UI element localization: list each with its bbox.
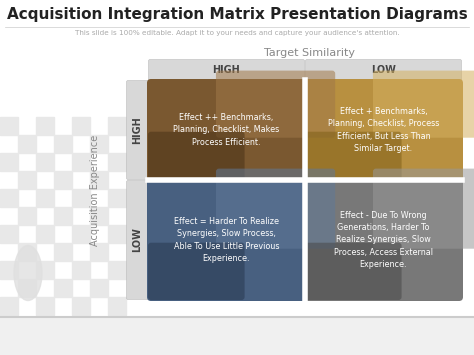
Bar [36,225,54,243]
Bar [0,189,18,207]
Bar [0,153,18,171]
FancyBboxPatch shape [127,180,148,300]
Bar [18,207,36,225]
Text: Acquisition Experience: Acquisition Experience [90,135,100,246]
Bar [108,261,126,279]
Bar [54,279,72,297]
Bar [18,279,36,297]
Bar [0,261,18,279]
Bar [54,207,72,225]
Bar [90,207,108,225]
Text: Effect ++ Benchmarks,
Planning, Checklist, Makes
Process Efficient.: Effect ++ Benchmarks, Planning, Checklis… [173,113,280,147]
Bar [108,189,126,207]
Bar [36,261,54,279]
Text: Target Similarity: Target Similarity [264,48,356,58]
Bar [72,261,90,279]
FancyBboxPatch shape [306,60,462,82]
FancyBboxPatch shape [148,132,245,180]
FancyBboxPatch shape [148,243,245,300]
Text: HIGH: HIGH [133,116,143,144]
Bar [72,297,90,315]
FancyBboxPatch shape [305,132,401,180]
Bar [36,189,54,207]
FancyBboxPatch shape [216,169,335,249]
Bar [72,189,90,207]
Text: Effect + Benchmarks,
Planning, Checklist, Process
Efficient, But Less Than
Simil: Effect + Benchmarks, Planning, Checklist… [328,107,439,153]
FancyBboxPatch shape [373,169,474,249]
Bar [108,153,126,171]
FancyBboxPatch shape [148,60,304,82]
Bar [90,243,108,261]
Bar [54,171,72,189]
Bar [108,117,126,135]
Bar [54,243,72,261]
FancyBboxPatch shape [147,179,306,301]
Text: LOW: LOW [133,228,143,252]
Bar [18,243,36,261]
FancyBboxPatch shape [373,71,474,138]
Bar [0,317,474,355]
Text: This slide is 100% editable. Adapt it to your needs and capture your audience's : This slide is 100% editable. Adapt it to… [75,30,399,36]
Text: Effect - Due To Wrong
Generations, Harder To
Realize Synergies, Slow
Process, Ac: Effect - Due To Wrong Generations, Harde… [334,211,433,269]
Bar [36,297,54,315]
Bar [90,171,108,189]
Text: LOW: LOW [371,65,396,75]
Bar [72,225,90,243]
FancyBboxPatch shape [304,179,463,301]
Bar [108,225,126,243]
FancyBboxPatch shape [216,71,335,138]
Bar [108,297,126,315]
Bar [0,297,18,315]
Bar [90,279,108,297]
Bar [36,117,54,135]
Text: Acquisition Integration Matrix Presentation Diagrams: Acquisition Integration Matrix Presentat… [7,7,467,22]
Bar [18,135,36,153]
Text: Effect = Harder To Realize
Synergies, Slow Process,
Able To Use Little Previous
: Effect = Harder To Realize Synergies, Sl… [174,217,279,263]
Bar [72,153,90,171]
Bar [72,117,90,135]
Bar [0,225,18,243]
Text: HIGH: HIGH [213,65,240,75]
FancyBboxPatch shape [127,81,148,180]
Bar [90,135,108,153]
Bar [18,171,36,189]
FancyBboxPatch shape [147,79,306,181]
Bar [54,135,72,153]
Ellipse shape [14,246,42,300]
FancyBboxPatch shape [304,79,463,181]
Bar [0,117,18,135]
FancyBboxPatch shape [305,243,401,300]
Bar [36,153,54,171]
